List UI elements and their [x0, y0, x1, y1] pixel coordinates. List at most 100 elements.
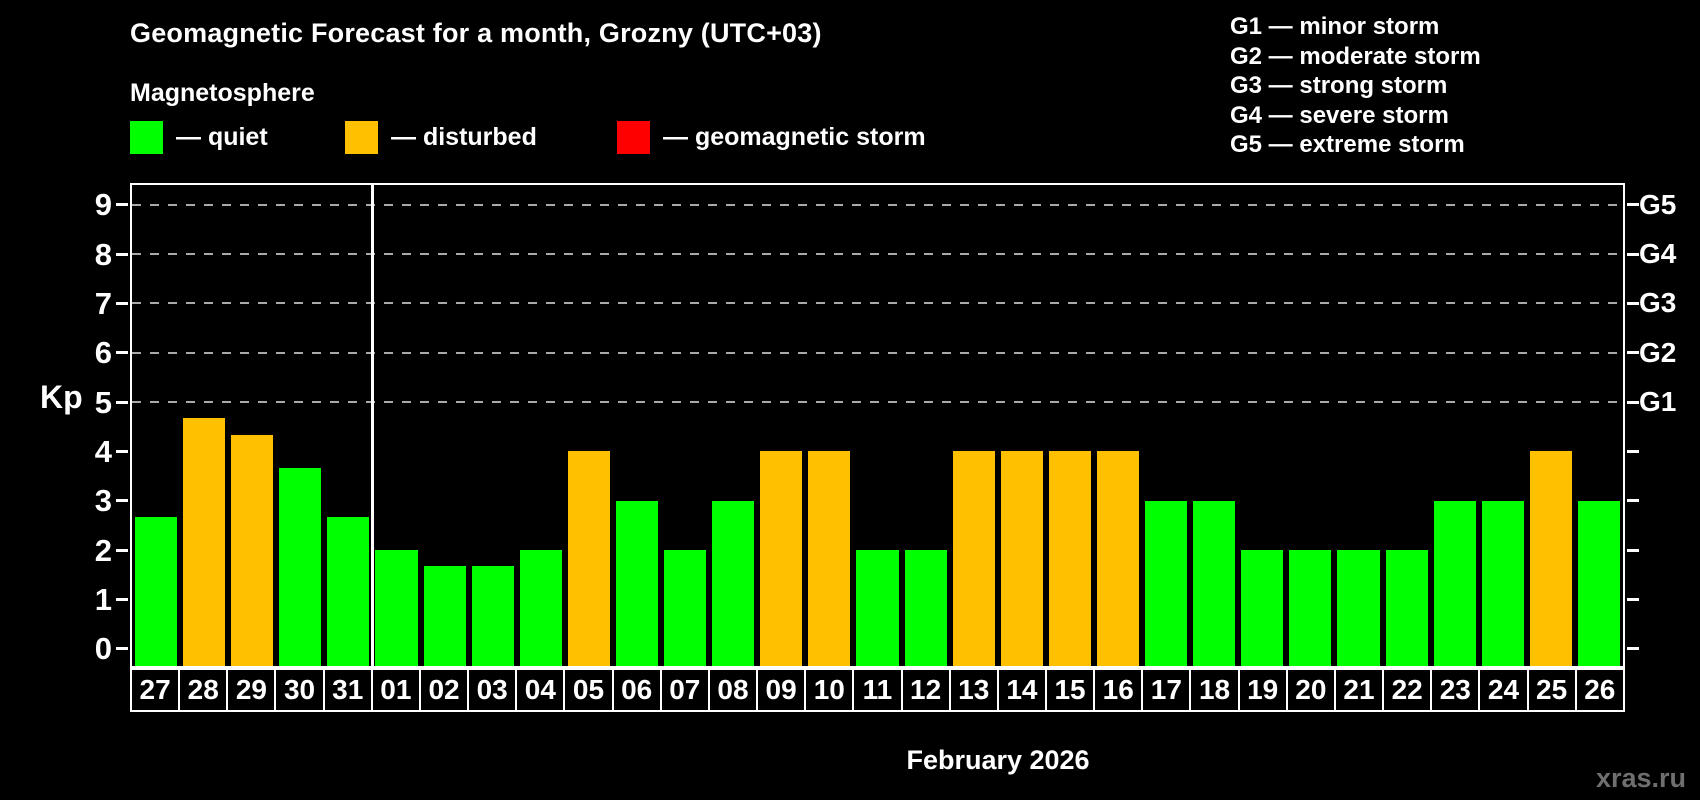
- y-tick-label-7: 7: [94, 285, 112, 321]
- kp-bar-day-16: [1096, 451, 1140, 666]
- y-axis-title: Kp: [40, 379, 83, 415]
- y-tick-label-1: 1: [94, 581, 112, 617]
- y-tick-label-4: 4: [94, 433, 112, 469]
- date-cell-11: 11: [852, 668, 903, 712]
- date-cell-29: 29: [226, 668, 277, 712]
- g-legend-line: G3 — strong storm: [1230, 72, 1448, 99]
- right-tick-kp1: [1627, 597, 1639, 601]
- left-tick-kp6: [116, 351, 128, 355]
- date-cell-04: 04: [515, 668, 566, 712]
- kp-bar-day-01: [375, 550, 418, 666]
- left-tick-kp2: [116, 548, 128, 552]
- kp-bar-day-30: [279, 467, 322, 666]
- kp-bar-day-12: [904, 550, 947, 666]
- date-cell-02: 02: [418, 668, 470, 712]
- g-legend-line: G4 — severe storm: [1230, 101, 1449, 129]
- month-boundary-line: [370, 185, 374, 666]
- plot-inner: 0 1 2 3 4 5 G1 6 G2 7 G3 8 G4 9 G5: [95, 185, 1676, 666]
- plot-area: 0 1 2 3 4 5 G1 6 G2 7 G3 8 G4 9 G5: [95, 183, 1676, 668]
- y-tick-label-3: 3: [94, 483, 112, 519]
- date-cell-19: 19: [1237, 668, 1288, 712]
- date-cell-25: 25: [1526, 668, 1577, 712]
- g-legend-line: G1 — minor storm: [1230, 13, 1440, 40]
- date-cell-30: 30: [274, 668, 325, 712]
- kp-bar-day-31: [327, 517, 370, 666]
- kp-bar-day-27: [135, 517, 178, 666]
- right-tick-kp6: [1627, 351, 1639, 355]
- legend-item-label: — quiet: [176, 123, 268, 151]
- date-cell-21: 21: [1333, 668, 1385, 712]
- date-cell-23: 23: [1430, 668, 1481, 712]
- kp-bar-day-23: [1433, 500, 1476, 666]
- y-tick-label-8: 8: [94, 236, 112, 272]
- legend-item-storm: — geomagnetic storm: [617, 121, 926, 154]
- date-cell-06: 06: [611, 668, 662, 712]
- date-cell-07: 07: [659, 668, 710, 712]
- kp-bar-day-08: [712, 500, 755, 666]
- gridline-kp8: [132, 253, 1623, 256]
- kp-bar-day-15: [1048, 451, 1091, 666]
- kp-bar-day-03: [471, 566, 514, 666]
- kp-bar-day-10: [808, 451, 851, 666]
- date-cell-13: 13: [948, 668, 999, 712]
- legend-item-label: — disturbed: [391, 123, 537, 151]
- gridline-kp6: [132, 351, 1623, 354]
- kp-bar-day-17: [1145, 500, 1188, 666]
- kp-bar-day-11: [856, 550, 899, 666]
- date-cell-09: 09: [756, 668, 807, 712]
- right-tick-kp8: [1627, 252, 1639, 256]
- date-cell-03: 03: [467, 668, 518, 712]
- kp-bar-day-24: [1481, 500, 1524, 666]
- kp-bar-day-26: [1577, 500, 1620, 666]
- date-cell-26: 26: [1574, 668, 1625, 712]
- date-cell-08: 08: [707, 668, 759, 712]
- date-cell-15: 15: [1044, 668, 1096, 712]
- right-tick-kp7: [1627, 301, 1639, 305]
- legend-item-quiet: — quiet: [130, 121, 345, 154]
- kp-bar-day-22: [1385, 550, 1428, 666]
- left-tick-kp0: [116, 647, 128, 651]
- date-cell-24: 24: [1478, 668, 1529, 712]
- right-tick-kp4: [1627, 449, 1639, 453]
- g-scale-label-G3: G3: [1639, 287, 1677, 319]
- legend-item-disturbed: — disturbed: [345, 121, 617, 154]
- y-tick-label-0: 0: [94, 631, 112, 667]
- kp-bar-day-21: [1337, 550, 1380, 666]
- date-cell-22: 22: [1382, 668, 1433, 712]
- date-cell-20: 20: [1285, 668, 1336, 712]
- date-cell-28: 28: [178, 668, 229, 712]
- left-tick-kp5: [116, 400, 128, 404]
- kp-bar-day-04: [519, 550, 562, 666]
- y-tick-label-9: 9: [94, 187, 112, 223]
- g-scale-label-G2: G2: [1639, 336, 1677, 368]
- kp-bar-day-06: [615, 500, 659, 666]
- left-tick-kp3: [116, 499, 128, 503]
- legend-item-label: — geomagnetic storm: [663, 123, 926, 151]
- magnetosphere-subtitle: Magnetosphere: [130, 79, 315, 107]
- right-tick-kp5: [1627, 400, 1639, 404]
- kp-bar-day-07: [664, 550, 707, 666]
- date-cell-31: 31: [322, 668, 373, 712]
- date-cell-05: 05: [563, 668, 614, 712]
- right-tick-kp3: [1627, 499, 1639, 503]
- left-tick-kp4: [116, 449, 128, 453]
- right-tick-kp2: [1627, 548, 1639, 552]
- g-scale-label-G4: G4: [1639, 238, 1677, 270]
- watermark-xras: xras.ru: [1595, 763, 1686, 793]
- disturbed-color-swatch: [345, 121, 378, 154]
- right-tick-kp0: [1627, 647, 1639, 651]
- kp-bar-day-29: [231, 435, 274, 666]
- kp-bar-day-02: [423, 566, 466, 666]
- left-tick-kp8: [116, 252, 128, 256]
- kp-bar-day-25: [1529, 451, 1572, 666]
- x-axis-title: February 2026: [906, 745, 1090, 775]
- y-tick-label-6: 6: [94, 335, 112, 371]
- left-tick-kp7: [116, 301, 128, 305]
- left-tick-kp1: [116, 597, 128, 601]
- kp-bar-day-20: [1289, 550, 1332, 666]
- kp-bar-day-05: [567, 451, 610, 666]
- y-tick-label-5: 5: [94, 384, 112, 420]
- g-scale-label-G5: G5: [1639, 188, 1677, 220]
- date-cell-14: 14: [996, 668, 1047, 712]
